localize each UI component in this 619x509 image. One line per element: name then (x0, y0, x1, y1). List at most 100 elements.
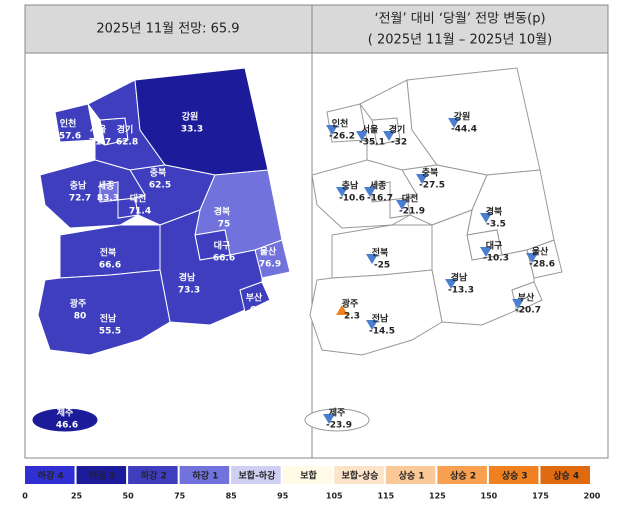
region-name: 광주 (342, 298, 359, 310)
region-value: 62.8 (116, 138, 138, 148)
region-value: -25 (374, 261, 390, 271)
legend-label: 보합 (300, 470, 317, 482)
region-name: 전북 (372, 247, 389, 259)
region-name: 부산 (518, 292, 535, 304)
region-name: 전북 (100, 247, 117, 259)
legend-swatch (282, 466, 333, 484)
region-name: 경남 (179, 272, 196, 284)
down-arrow (480, 247, 492, 257)
legend-label: 하강 1 (192, 470, 218, 482)
region-name: 충남 (342, 180, 359, 192)
region-name: 인천 (332, 119, 349, 130)
region-value: -14.5 (369, 327, 395, 337)
legend-tick: 175 (532, 492, 549, 501)
region-name: 광주 (70, 298, 87, 310)
region (37, 269, 171, 356)
down-arrow (416, 174, 428, 184)
up-arrow (336, 305, 348, 315)
region-name: 서울 (90, 124, 107, 136)
region-name: 강원 (182, 111, 199, 123)
region-name: 경기 (389, 124, 406, 136)
legend-swatch (385, 466, 436, 484)
region-value: 80 (74, 312, 87, 322)
region-value: -10.6 (339, 194, 365, 204)
legend-tick: 75 (174, 492, 186, 501)
down-arrow (364, 187, 376, 197)
legend-swatch (128, 466, 178, 484)
region-name: 제주 (329, 407, 346, 419)
region-value: -3.5 (486, 220, 506, 230)
region (117, 197, 139, 219)
region-name: 전남 (372, 313, 389, 325)
region-value: -16.7 (367, 194, 393, 204)
region (431, 209, 535, 326)
region-value: 46.6 (56, 421, 78, 431)
region-value: 55.5 (99, 327, 121, 337)
region-name: 충남 (70, 180, 87, 192)
region-value: 2.3 (344, 312, 360, 322)
region-value: 65 (250, 306, 263, 316)
right-subtitle: ( 2025년 11월 – 2025년 10월) (368, 33, 552, 48)
region-name: 경기 (117, 124, 134, 136)
region-name: 세종 (370, 180, 387, 192)
legend-tick: 85 (226, 492, 238, 501)
legend-swatch (76, 466, 127, 484)
legend-label: 보합-상승 (342, 470, 379, 482)
legend-tick: 115 (377, 492, 394, 501)
legend-swatch (540, 466, 590, 484)
legend-tick: 150 (481, 492, 498, 501)
legend-label: 하강 3 (89, 470, 115, 482)
region-name: 경남 (451, 272, 468, 284)
legend-tick: 50 (123, 492, 135, 501)
region-value: -27.5 (419, 181, 445, 191)
legend-label: 하강 4 (38, 470, 64, 482)
legend-label: 상승 4 (553, 470, 579, 482)
region-value: -13.3 (448, 286, 474, 296)
region-name: 대전 (402, 193, 419, 205)
legend-tick: 105 (326, 492, 343, 501)
region-name: 울산 (260, 246, 277, 258)
down-arrow (512, 299, 524, 309)
down-arrow (526, 253, 538, 263)
down-arrow (366, 254, 378, 264)
region-value: 66.6 (99, 261, 121, 271)
legend-swatch (488, 466, 539, 484)
legend-swatch (25, 466, 75, 484)
region (304, 408, 370, 432)
region-value: -20.7 (515, 306, 541, 316)
region-name: 대전 (130, 193, 147, 205)
region-value: 57.6 (59, 132, 81, 142)
legend-tick: 125 (429, 492, 446, 501)
legend-swatch (334, 466, 384, 484)
region-name: 전남 (100, 313, 117, 325)
left-title: 2025년 11월 전망: 65.9 (96, 22, 239, 37)
down-arrow (448, 118, 460, 128)
legend-label: 상승 1 (399, 470, 425, 482)
legend-swatch (437, 466, 487, 484)
region-value: -26.2 (329, 132, 355, 142)
legend-tick: 200 (584, 492, 601, 501)
region-name: 경북 (214, 206, 231, 218)
legend-label: 보합-하강 (239, 470, 277, 482)
region-value: -32 (391, 138, 407, 148)
region-value: 62.5 (149, 181, 171, 191)
region-value: 66.6 (213, 254, 235, 264)
region-name: 울산 (532, 246, 549, 258)
region-name: 서울 (362, 124, 379, 136)
down-arrow (480, 213, 492, 223)
region-name: 부산 (246, 292, 263, 304)
legend-tick: 95 (277, 492, 289, 501)
header-bar (24, 4, 609, 54)
region-name: 인천 (60, 119, 77, 130)
region-value: 75 (218, 220, 231, 230)
region-value: -44.4 (451, 125, 477, 135)
region-name: 강원 (454, 111, 471, 123)
region-name: 제주 (57, 407, 74, 419)
down-arrow (445, 279, 457, 289)
region-value: 33.3 (181, 125, 203, 135)
legend-tick: 0 (22, 492, 28, 501)
region (239, 281, 271, 313)
region-name: 세종 (98, 180, 115, 192)
region-value: -23.9 (326, 421, 352, 431)
legend-label: 하강 2 (141, 470, 167, 482)
